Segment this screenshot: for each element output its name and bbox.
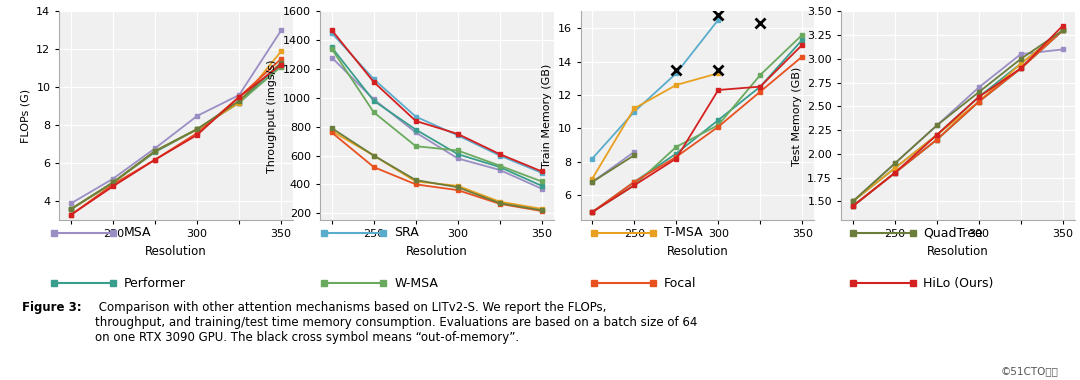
Text: ©51CTO博客: ©51CTO博客 bbox=[1000, 366, 1058, 376]
Text: QuadTree: QuadTree bbox=[923, 226, 983, 239]
Text: HiLo (Ours): HiLo (Ours) bbox=[923, 277, 994, 290]
Y-axis label: FLOPs (G): FLOPs (G) bbox=[21, 89, 30, 143]
Text: W-MSA: W-MSA bbox=[394, 277, 438, 290]
X-axis label: Resolution: Resolution bbox=[927, 245, 988, 258]
Text: Performer: Performer bbox=[124, 277, 186, 290]
Y-axis label: Throughput (imgs/s): Throughput (imgs/s) bbox=[267, 59, 278, 173]
Text: Focal: Focal bbox=[664, 277, 697, 290]
Text: Figure 3:: Figure 3: bbox=[22, 301, 81, 314]
Y-axis label: Train Memory (GB): Train Memory (GB) bbox=[542, 64, 552, 168]
X-axis label: Resolution: Resolution bbox=[406, 245, 468, 258]
Text: Comparison with other attention mechanisms based on LITv2-S. We report the FLOPs: Comparison with other attention mechanis… bbox=[95, 301, 698, 344]
Text: MSA: MSA bbox=[124, 226, 151, 239]
X-axis label: Resolution: Resolution bbox=[666, 245, 728, 258]
X-axis label: Resolution: Resolution bbox=[146, 245, 207, 258]
Y-axis label: Test Memory (GB): Test Memory (GB) bbox=[792, 66, 801, 166]
Text: SRA: SRA bbox=[394, 226, 419, 239]
Text: T-MSA: T-MSA bbox=[664, 226, 703, 239]
